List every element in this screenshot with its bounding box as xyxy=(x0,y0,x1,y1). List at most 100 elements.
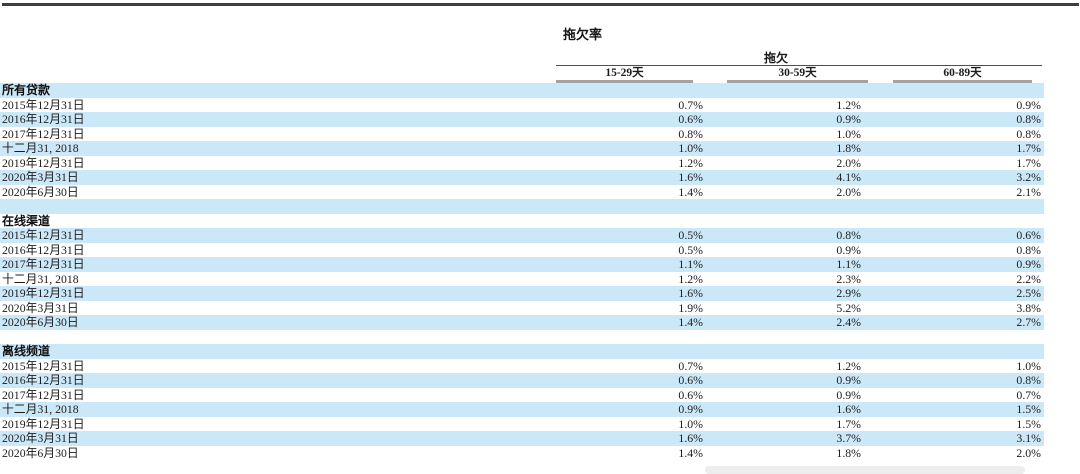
rate-value: 2.0% xyxy=(1016,445,1041,460)
rate-value: 0.9% xyxy=(1016,97,1041,112)
rate-value: 1.6% xyxy=(678,286,703,300)
rate-value: 0.7% xyxy=(678,97,703,112)
section-header-row: 在线渠道 xyxy=(0,214,1044,229)
rate-value: 1.8% xyxy=(836,445,861,460)
table-row: 2020年3月31日 1.6% 4.1% 3.2% xyxy=(0,170,1044,185)
rate-value: 1.1% xyxy=(836,257,861,271)
rate-value: 1.2% xyxy=(678,155,703,170)
top-divider xyxy=(2,3,1079,6)
table-row: 2020年6月30日 1.4% 2.0% 2.1% xyxy=(0,185,1044,200)
rate-value: 1.9% xyxy=(678,300,703,315)
row-date-label: 2015年12月31日 xyxy=(2,228,85,242)
rate-value: 0.9% xyxy=(836,112,861,126)
row-date-label: 2019年12月31日 xyxy=(2,416,85,431)
rate-value: 1.4% xyxy=(678,184,703,199)
rate-value: 5.2% xyxy=(836,300,861,315)
table-row: 2017年12月31日 0.8% 1.0% 0.8% xyxy=(0,127,1044,142)
rate-value: 2.0% xyxy=(836,155,861,170)
table-row: 十二月31, 2018 1.2% 2.3% 2.2% xyxy=(0,272,1044,287)
row-date-label: 2020年6月30日 xyxy=(2,315,79,329)
row-date-label: 2017年12月31日 xyxy=(2,387,85,402)
column-header-60-89: 60-89天 xyxy=(893,66,1032,83)
rate-value: 1.5% xyxy=(1016,402,1041,416)
table-row: 2020年3月31日 1.6% 3.7% 3.1% xyxy=(0,431,1044,446)
row-date-label: 2015年12月31日 xyxy=(2,358,85,373)
rate-value: 1.8% xyxy=(836,141,861,155)
spanner-underline xyxy=(556,65,1042,66)
table-row: 2017年12月31日 1.1% 1.1% 0.9% xyxy=(0,257,1044,272)
rate-value: 0.8% xyxy=(836,228,861,242)
row-date-label: 2016年12月31日 xyxy=(2,242,85,257)
rate-value: 3.8% xyxy=(1016,300,1041,315)
row-date-label: 2020年3月31日 xyxy=(2,300,79,315)
column-header-30-59: 30-59天 xyxy=(727,66,868,83)
rate-value: 1.4% xyxy=(678,445,703,460)
row-date-label: 2019年12月31日 xyxy=(2,286,85,300)
table-row: 2015年12月31日 0.7% 1.2% 1.0% xyxy=(0,359,1044,374)
horizontal-scrollbar[interactable] xyxy=(705,466,1025,474)
rate-value: 1.2% xyxy=(836,358,861,373)
rate-value: 0.5% xyxy=(678,228,703,242)
rate-value: 0.6% xyxy=(678,112,703,126)
row-date-label: 2020年3月31日 xyxy=(2,170,79,184)
rate-value: 0.6% xyxy=(678,387,703,402)
page-title: 拖欠率 xyxy=(563,27,603,42)
rate-value: 0.8% xyxy=(1016,112,1041,126)
delinquency-table: 所有贷款 2015年12月31日 0.7% 1.2% 0.9% 2016年12月31日 0.… xyxy=(0,83,1044,460)
rate-value: 0.9% xyxy=(1016,257,1041,271)
rate-value: 2.1% xyxy=(1016,184,1041,199)
row-date-label: 2016年12月31日 xyxy=(2,112,85,126)
rate-value: 4.1% xyxy=(836,170,861,184)
rate-value: 0.7% xyxy=(1016,387,1041,402)
table-row: 2020年6月30日 1.4% 1.8% 2.0% xyxy=(0,446,1044,461)
rate-value: 0.8% xyxy=(1016,242,1041,257)
table-row: 十二月31, 2018 0.9% 1.6% 1.5% xyxy=(0,402,1044,417)
row-date-label: 2017年12月31日 xyxy=(2,126,85,141)
row-date-label: 十二月31, 2018 xyxy=(2,402,79,416)
rate-value: 1.7% xyxy=(836,416,861,431)
rate-value: 3.2% xyxy=(1016,170,1041,184)
spacer-row xyxy=(0,330,1044,345)
rate-value: 0.8% xyxy=(1016,373,1041,387)
rate-value: 0.9% xyxy=(678,402,703,416)
rate-value: 3.7% xyxy=(836,431,861,445)
spanner-header: 拖欠 xyxy=(763,51,788,65)
row-date-label: 2015年12月31日 xyxy=(2,97,85,112)
row-date-label: 2017年12月31日 xyxy=(2,257,85,271)
table-row: 十二月31, 2018 1.0% 1.8% 1.7% xyxy=(0,141,1044,156)
rate-value: 0.7% xyxy=(678,358,703,373)
rate-value: 0.6% xyxy=(678,373,703,387)
row-date-label: 2020年3月31日 xyxy=(2,431,79,445)
rate-value: 0.8% xyxy=(1016,126,1041,141)
rate-value: 1.0% xyxy=(678,141,703,155)
table-row: 2015年12月31日 0.7% 1.2% 0.9% xyxy=(0,98,1044,113)
rate-value: 2.2% xyxy=(1016,271,1041,286)
section-header-label: 离线频道 xyxy=(2,344,51,358)
rate-value: 1.0% xyxy=(836,126,861,141)
rate-value: 1.6% xyxy=(678,170,703,184)
rate-value: 1.1% xyxy=(678,257,703,271)
table-row: 2017年12月31日 0.6% 0.9% 0.7% xyxy=(0,388,1044,403)
rate-value: 0.5% xyxy=(678,242,703,257)
rate-value: 3.1% xyxy=(1016,431,1041,445)
column-header-15-29: 15-29天 xyxy=(556,66,693,83)
section-header-label: 所有贷款 xyxy=(2,83,51,97)
rate-value: 1.0% xyxy=(1016,358,1041,373)
row-date-label: 2020年6月30日 xyxy=(2,445,79,460)
rate-value: 2.9% xyxy=(836,286,861,300)
rate-value: 0.6% xyxy=(1016,228,1041,242)
row-date-label: 十二月31, 2018 xyxy=(2,141,79,155)
rate-value: 1.7% xyxy=(1016,155,1041,170)
section-header-row: 所有贷款 xyxy=(0,83,1044,98)
table-row: 2015年12月31日 0.5% 0.8% 0.6% xyxy=(0,228,1044,243)
row-date-label: 十二月31, 2018 xyxy=(2,271,79,286)
rate-value: 1.2% xyxy=(836,97,861,112)
rate-value: 1.6% xyxy=(836,402,861,416)
rate-value: 0.9% xyxy=(836,373,861,387)
rate-value: 1.0% xyxy=(678,416,703,431)
table-row: 2020年3月31日 1.9% 5.2% 3.8% xyxy=(0,301,1044,316)
rate-value: 1.4% xyxy=(678,315,703,329)
rate-value: 1.7% xyxy=(1016,141,1041,155)
spacer-row xyxy=(0,199,1044,214)
section-header-label: 在线渠道 xyxy=(2,213,51,228)
